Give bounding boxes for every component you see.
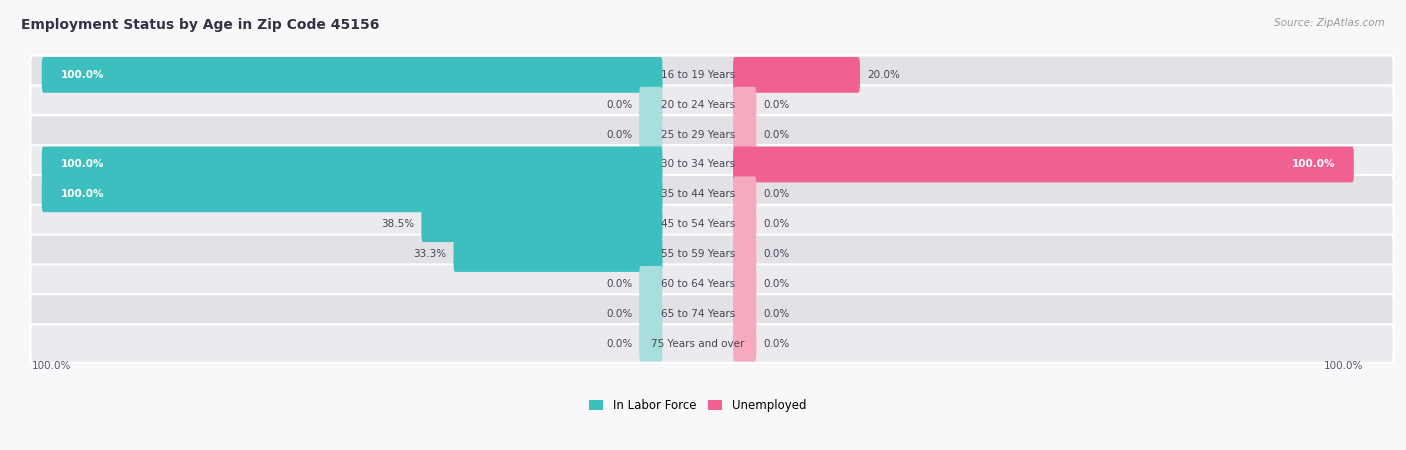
Text: 65 to 74 Years: 65 to 74 Years bbox=[661, 309, 735, 319]
Text: 60 to 64 Years: 60 to 64 Years bbox=[661, 279, 735, 289]
Text: 100.0%: 100.0% bbox=[32, 361, 72, 371]
FancyBboxPatch shape bbox=[31, 324, 1393, 363]
FancyBboxPatch shape bbox=[454, 236, 662, 272]
Text: 100.0%: 100.0% bbox=[60, 159, 104, 170]
Text: 0.0%: 0.0% bbox=[606, 100, 633, 110]
Text: 30 to 34 Years: 30 to 34 Years bbox=[661, 159, 735, 170]
Text: Source: ZipAtlas.com: Source: ZipAtlas.com bbox=[1274, 18, 1385, 28]
FancyBboxPatch shape bbox=[733, 206, 756, 242]
Text: 0.0%: 0.0% bbox=[606, 279, 633, 289]
FancyBboxPatch shape bbox=[733, 236, 756, 272]
FancyBboxPatch shape bbox=[31, 265, 1393, 303]
FancyBboxPatch shape bbox=[640, 87, 662, 123]
Text: 0.0%: 0.0% bbox=[763, 100, 789, 110]
FancyBboxPatch shape bbox=[422, 206, 662, 242]
FancyBboxPatch shape bbox=[640, 296, 662, 332]
FancyBboxPatch shape bbox=[733, 117, 756, 153]
Legend: In Labor Force, Unemployed: In Labor Force, Unemployed bbox=[589, 399, 806, 412]
FancyBboxPatch shape bbox=[733, 147, 1354, 182]
FancyBboxPatch shape bbox=[640, 266, 662, 302]
Text: 38.5%: 38.5% bbox=[381, 219, 415, 229]
Text: 0.0%: 0.0% bbox=[763, 189, 789, 199]
Text: 0.0%: 0.0% bbox=[763, 249, 789, 259]
FancyBboxPatch shape bbox=[733, 57, 860, 93]
Text: 100.0%: 100.0% bbox=[1324, 361, 1364, 371]
FancyBboxPatch shape bbox=[31, 86, 1393, 124]
FancyBboxPatch shape bbox=[733, 326, 756, 361]
FancyBboxPatch shape bbox=[31, 234, 1393, 274]
Text: 16 to 19 Years: 16 to 19 Years bbox=[661, 70, 735, 80]
Text: 55 to 59 Years: 55 to 59 Years bbox=[661, 249, 735, 259]
FancyBboxPatch shape bbox=[733, 87, 756, 123]
Text: 20.0%: 20.0% bbox=[866, 70, 900, 80]
Text: 0.0%: 0.0% bbox=[606, 309, 633, 319]
Text: 100.0%: 100.0% bbox=[60, 189, 104, 199]
Text: 0.0%: 0.0% bbox=[763, 219, 789, 229]
Text: 100.0%: 100.0% bbox=[1292, 159, 1336, 170]
Text: Employment Status by Age in Zip Code 45156: Employment Status by Age in Zip Code 451… bbox=[21, 18, 380, 32]
FancyBboxPatch shape bbox=[640, 117, 662, 153]
Text: 0.0%: 0.0% bbox=[606, 338, 633, 349]
FancyBboxPatch shape bbox=[31, 115, 1393, 154]
Text: 0.0%: 0.0% bbox=[606, 130, 633, 140]
Text: 0.0%: 0.0% bbox=[763, 130, 789, 140]
FancyBboxPatch shape bbox=[31, 205, 1393, 243]
FancyBboxPatch shape bbox=[42, 57, 662, 93]
Text: 75 Years and over: 75 Years and over bbox=[651, 338, 744, 349]
FancyBboxPatch shape bbox=[42, 147, 662, 182]
FancyBboxPatch shape bbox=[31, 145, 1393, 184]
Text: 25 to 29 Years: 25 to 29 Years bbox=[661, 130, 735, 140]
FancyBboxPatch shape bbox=[31, 55, 1393, 94]
FancyBboxPatch shape bbox=[733, 266, 756, 302]
Text: 33.3%: 33.3% bbox=[413, 249, 447, 259]
FancyBboxPatch shape bbox=[42, 176, 662, 212]
FancyBboxPatch shape bbox=[31, 294, 1393, 333]
Text: 0.0%: 0.0% bbox=[763, 338, 789, 349]
FancyBboxPatch shape bbox=[31, 175, 1393, 214]
Text: 100.0%: 100.0% bbox=[60, 70, 104, 80]
Text: 35 to 44 Years: 35 to 44 Years bbox=[661, 189, 735, 199]
FancyBboxPatch shape bbox=[733, 296, 756, 332]
Text: 45 to 54 Years: 45 to 54 Years bbox=[661, 219, 735, 229]
FancyBboxPatch shape bbox=[733, 176, 756, 212]
FancyBboxPatch shape bbox=[640, 326, 662, 361]
Text: 0.0%: 0.0% bbox=[763, 279, 789, 289]
Text: 0.0%: 0.0% bbox=[763, 309, 789, 319]
Text: 20 to 24 Years: 20 to 24 Years bbox=[661, 100, 735, 110]
